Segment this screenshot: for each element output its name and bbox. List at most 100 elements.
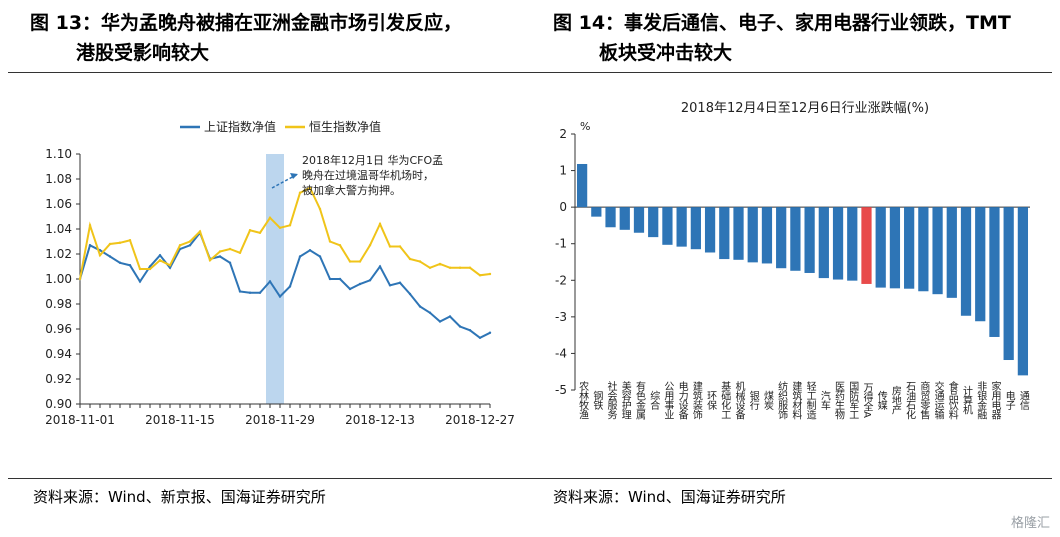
x-tick-label: 2018-11-15 bbox=[145, 413, 215, 427]
data-point-0 bbox=[328, 277, 332, 281]
data-point-1 bbox=[208, 259, 212, 262]
data-point-0 bbox=[318, 255, 322, 258]
category-label: 电子 bbox=[1003, 389, 1015, 410]
y-tick-label: 1.02 bbox=[45, 247, 72, 261]
data-point-1 bbox=[478, 274, 482, 277]
data-point-1 bbox=[378, 222, 382, 226]
y-tick-label: -1 bbox=[555, 237, 567, 251]
category-label: 有色金属 bbox=[633, 380, 645, 421]
bar-15 bbox=[790, 207, 801, 271]
y-tick-label: 0 bbox=[559, 200, 567, 214]
bar-29 bbox=[989, 207, 1000, 337]
y-tick-label: -5 bbox=[555, 383, 567, 397]
category-label: 传媒 bbox=[875, 390, 887, 411]
data-point-0 bbox=[448, 315, 452, 318]
bar-24 bbox=[918, 207, 929, 292]
data-point-1 bbox=[458, 266, 462, 269]
category-label: 建筑装饰 bbox=[690, 380, 702, 421]
legend-label-0: 上证指数净值 bbox=[204, 119, 276, 134]
data-point-0 bbox=[218, 255, 222, 258]
annotation-arrow-head bbox=[290, 173, 298, 179]
y-tick-label: 1.10 bbox=[45, 147, 72, 161]
category-label: 纺织服饰 bbox=[776, 380, 788, 421]
data-point-0 bbox=[288, 285, 292, 288]
bar-6 bbox=[662, 207, 673, 245]
data-point-1 bbox=[278, 226, 282, 229]
bar-20 bbox=[861, 207, 872, 284]
data-point-1 bbox=[398, 245, 402, 248]
y-tick-label: 0.94 bbox=[45, 347, 72, 361]
y-tick-label: 1.00 bbox=[45, 272, 72, 286]
data-point-1 bbox=[88, 224, 92, 227]
x-tick-label: 2018-12-27 bbox=[445, 413, 515, 427]
data-point-1 bbox=[418, 260, 422, 263]
left-title-line2: 港股受影响较大 bbox=[76, 42, 210, 64]
data-point-0 bbox=[298, 255, 302, 258]
x-tick-label: 2018-11-01 bbox=[45, 413, 115, 427]
data-point-1 bbox=[148, 267, 152, 271]
bar-10 bbox=[719, 207, 730, 260]
data-point-0 bbox=[158, 254, 162, 257]
bar-18 bbox=[832, 207, 844, 280]
category-label: 汽车 bbox=[818, 389, 830, 411]
category-label: 石油石化 bbox=[904, 381, 916, 419]
category-label: 电力设备 bbox=[676, 380, 688, 421]
data-point-1 bbox=[78, 277, 82, 281]
y-tick-label: 1.08 bbox=[45, 172, 72, 186]
y-tick-label: -4 bbox=[555, 346, 567, 360]
category-label: 非银金融 bbox=[975, 381, 987, 421]
bar-11 bbox=[733, 207, 744, 260]
data-point-0 bbox=[118, 261, 122, 264]
data-point-0 bbox=[108, 255, 112, 258]
data-point-0 bbox=[418, 305, 422, 308]
bar-31 bbox=[1017, 207, 1029, 376]
bar-17 bbox=[818, 207, 829, 279]
data-point-0 bbox=[258, 291, 262, 294]
category-label: 食品饮料 bbox=[946, 380, 958, 421]
data-point-0 bbox=[148, 265, 152, 268]
data-point-1 bbox=[178, 244, 182, 247]
data-point-0 bbox=[398, 281, 402, 284]
category-label: 银行 bbox=[747, 389, 759, 411]
data-point-0 bbox=[138, 280, 142, 283]
data-point-0 bbox=[408, 292, 412, 296]
data-point-1 bbox=[238, 251, 242, 254]
data-point-0 bbox=[268, 280, 272, 283]
category-label: 家用电器 bbox=[989, 380, 1001, 421]
bar-0 bbox=[576, 163, 588, 208]
category-label: 基础化工 bbox=[719, 380, 731, 419]
data-point-1 bbox=[358, 260, 362, 263]
annotation-text: 被加拿大警方拘押。 bbox=[302, 183, 401, 197]
data-point-1 bbox=[128, 239, 132, 242]
bar-5 bbox=[648, 207, 659, 238]
category-label: 计算机 bbox=[961, 385, 973, 416]
bar-1 bbox=[591, 207, 602, 217]
data-point-1 bbox=[98, 254, 102, 257]
category-label: 国防军工 bbox=[847, 381, 859, 419]
data-point-0 bbox=[278, 295, 282, 298]
data-point-1 bbox=[468, 266, 472, 269]
bottom-divider bbox=[8, 478, 1052, 479]
data-point-1 bbox=[168, 264, 172, 267]
bar-21 bbox=[875, 207, 886, 288]
data-point-0 bbox=[88, 244, 92, 247]
annotation-text: 2018年12月1日 华为CFO孟 bbox=[302, 153, 443, 167]
left-source-note: 资料来源：Wind、新京报、国海证券研究所 bbox=[33, 488, 326, 506]
bar-4 bbox=[633, 207, 645, 233]
y-tick-label: 1.06 bbox=[45, 197, 72, 211]
data-point-1 bbox=[438, 262, 442, 266]
y-tick-label: 1.04 bbox=[45, 222, 72, 236]
data-point-0 bbox=[368, 279, 372, 282]
data-point-0 bbox=[458, 325, 462, 328]
y-tick-label: 0.92 bbox=[45, 372, 72, 386]
data-point-1 bbox=[158, 259, 162, 262]
bar-28 bbox=[975, 207, 986, 322]
y-tick-label: 0.96 bbox=[45, 322, 72, 336]
data-point-1 bbox=[248, 229, 252, 232]
data-point-0 bbox=[388, 284, 392, 287]
data-point-1 bbox=[228, 247, 232, 251]
bar-25 bbox=[932, 207, 943, 295]
data-point-1 bbox=[448, 266, 452, 269]
data-point-0 bbox=[478, 336, 482, 339]
right-title-line1: 图 14：事发后通信、电子、家用电器行业领跌，TMT bbox=[553, 12, 1011, 34]
